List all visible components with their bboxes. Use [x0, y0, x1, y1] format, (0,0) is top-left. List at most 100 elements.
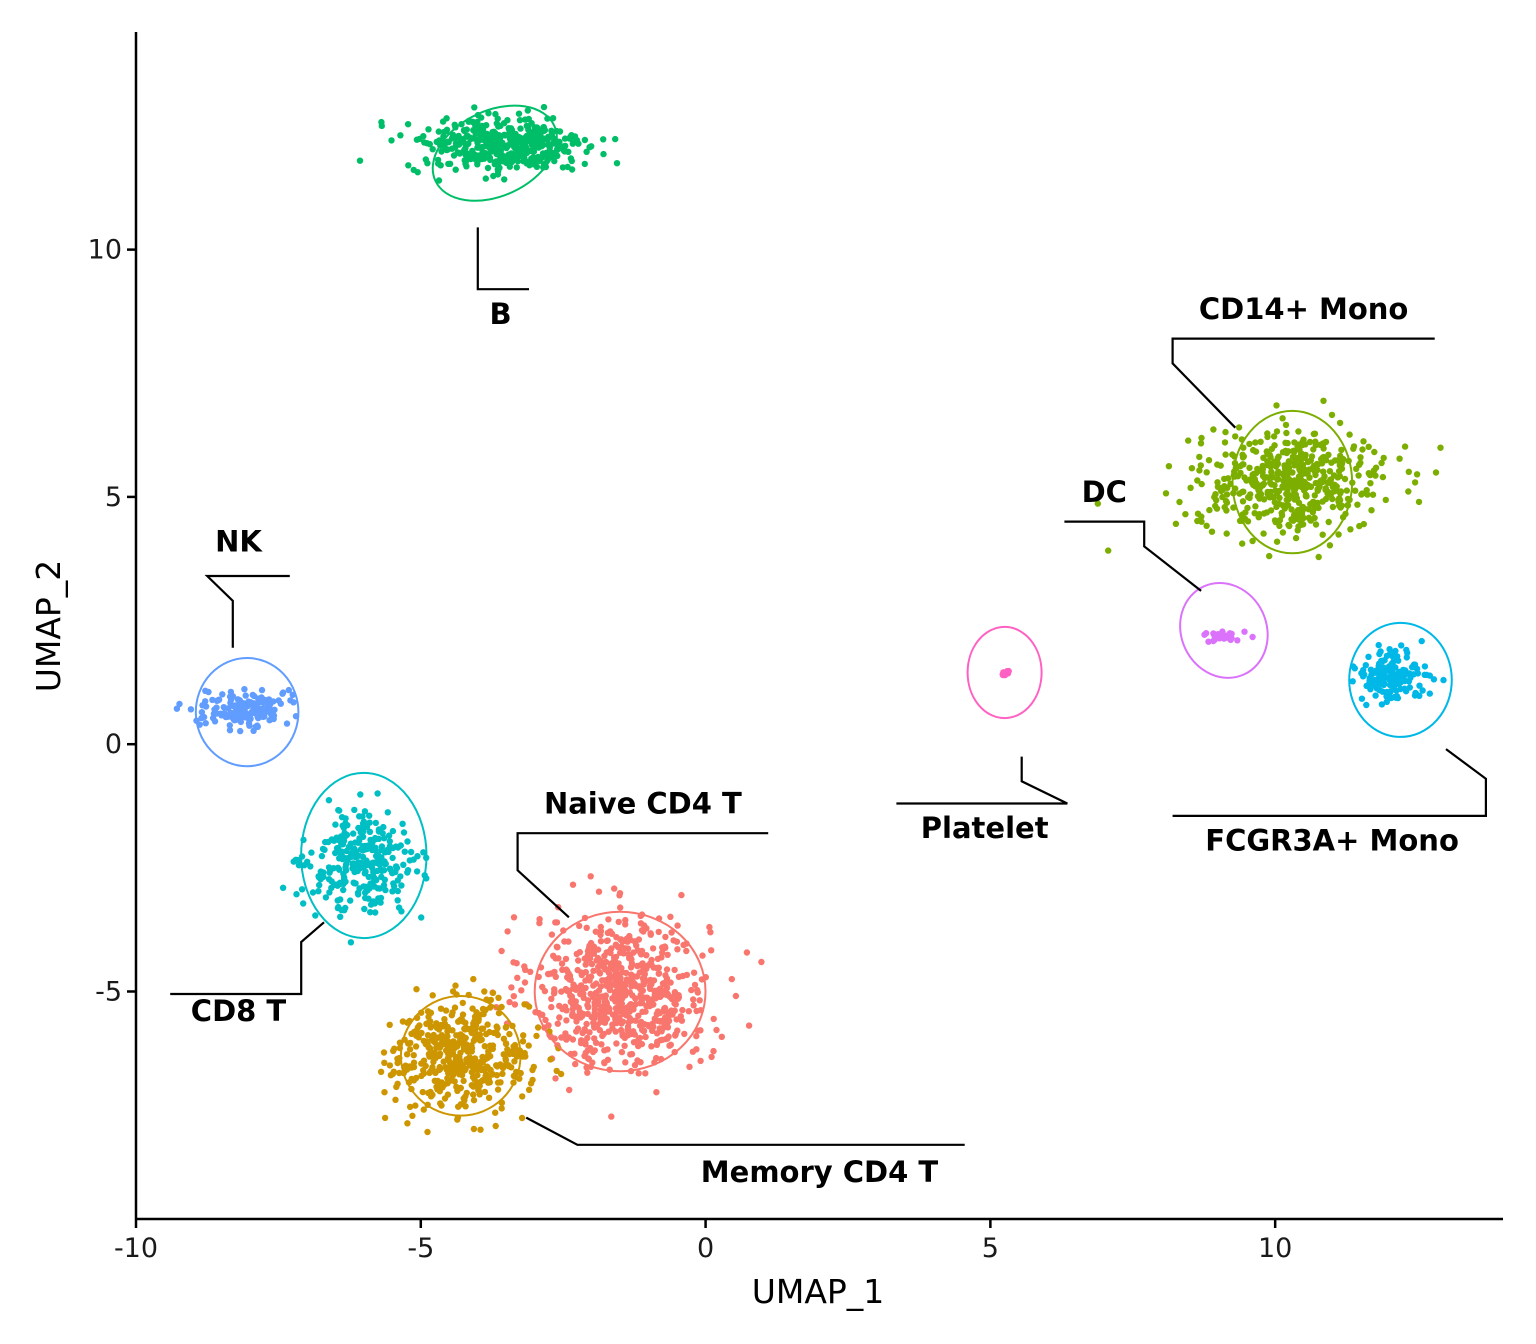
- point-memory-cd4-t: [436, 1063, 443, 1071]
- point-fcgr3a-mono: [1386, 681, 1394, 689]
- point-cd14-mono: [1246, 476, 1254, 483]
- point-naive-cd4-t: [504, 928, 511, 935]
- point-naive-cd4-t: [579, 1010, 587, 1017]
- point-cd14-mono: [1299, 467, 1306, 474]
- point-naive-cd4-t: [710, 1015, 717, 1023]
- point-cd8-t: [389, 827, 397, 835]
- ellipse-platelet: [966, 625, 1043, 720]
- point-naive-cd4-t: [638, 994, 645, 1001]
- point-naive-cd4-t: [672, 1030, 679, 1038]
- point-nk: [244, 714, 251, 721]
- point-memory-cd4-t: [533, 1032, 540, 1040]
- point-cd8-t: [386, 843, 394, 850]
- point-b: [500, 158, 507, 165]
- point-cd14-mono: [1249, 537, 1256, 545]
- point-fcgr3a-mono: [1385, 690, 1393, 697]
- point-memory-cd4-t: [424, 1008, 432, 1015]
- point-nk: [245, 698, 252, 705]
- point-naive-cd4-t: [569, 1010, 576, 1017]
- point-cd8-t: [317, 868, 324, 875]
- point-naive-cd4-t: [552, 973, 559, 980]
- point-b: [495, 123, 502, 130]
- point-cd14-mono: [1283, 429, 1290, 437]
- point-naive-cd4-t: [592, 1039, 600, 1047]
- point-naive-cd4-t: [601, 1059, 608, 1067]
- point-cd14-mono: [1346, 431, 1353, 438]
- point-cd8-t: [374, 790, 381, 797]
- point-naive-cd4-t: [548, 995, 555, 1002]
- point-nk: [173, 705, 181, 712]
- point-naive-cd4-t: [637, 950, 644, 957]
- point-fcgr3a-mono: [1362, 662, 1370, 669]
- point-b: [504, 152, 511, 159]
- point-cd14-mono: [1309, 509, 1317, 516]
- ellipse-cd14-mono: [1231, 409, 1354, 555]
- point-naive-cd4-t: [583, 924, 590, 931]
- point-b: [531, 124, 538, 131]
- point-naive-cd4-t: [584, 1069, 591, 1076]
- point-cd8-t: [386, 865, 394, 872]
- point-naive-cd4-t: [605, 916, 612, 923]
- point-naive-cd4-t: [678, 891, 685, 899]
- point-b: [420, 133, 427, 140]
- point-cd14-mono: [1319, 498, 1326, 505]
- points-layer: [173, 103, 1447, 1136]
- point-cd8-t: [398, 882, 405, 889]
- point-memory-cd4-t: [482, 1072, 489, 1080]
- point-nk: [240, 708, 247, 716]
- point-memory-cd4-t: [450, 1038, 457, 1045]
- point-cd14-mono: [1341, 475, 1349, 483]
- point-cd8-t: [366, 828, 374, 835]
- point-cd14-mono: [1357, 454, 1364, 461]
- point-naive-cd4-t: [660, 987, 667, 995]
- point-cd14-mono: [1198, 480, 1205, 488]
- point-naive-cd4-t: [651, 1015, 658, 1022]
- point-fcgr3a-mono: [1363, 701, 1370, 709]
- point-memory-cd4-t: [472, 1025, 479, 1033]
- point-cd14-mono: [1187, 484, 1194, 491]
- cluster-memory-cd4-t-points: [377, 975, 565, 1136]
- point-memory-cd4-t: [377, 1068, 385, 1076]
- point-memory-cd4-t: [449, 988, 457, 995]
- point-naive-cd4-t: [606, 1005, 613, 1013]
- point-naive-cd4-t: [551, 986, 558, 993]
- point-cd14-mono: [1185, 437, 1192, 444]
- point-memory-cd4-t: [475, 1016, 482, 1023]
- point-memory-cd4-t: [506, 1030, 513, 1038]
- point-cd14-mono: [1176, 498, 1183, 506]
- point-naive-cd4-t: [728, 975, 735, 983]
- point-cd8-t: [334, 897, 341, 904]
- point-naive-cd4-t: [638, 1040, 646, 1048]
- point-naive-cd4-t: [582, 961, 589, 968]
- point-cd8-t: [298, 886, 306, 893]
- point-cd8-t: [343, 847, 350, 855]
- point-b: [568, 157, 575, 165]
- point-memory-cd4-t: [403, 1051, 411, 1058]
- y-tick-label: 10: [88, 235, 122, 266]
- point-cd14-mono: [1214, 461, 1221, 468]
- point-naive-cd4-t: [636, 969, 643, 976]
- point-naive-cd4-t: [561, 1034, 569, 1042]
- point-fcgr3a-mono: [1378, 681, 1386, 688]
- point-cd14-mono: [1319, 531, 1326, 538]
- point-memory-cd4-t: [434, 1042, 441, 1050]
- point-naive-cd4-t: [587, 873, 594, 880]
- point-cd8-t: [367, 836, 374, 844]
- point-cd8-t: [374, 867, 381, 875]
- point-memory-cd4-t: [467, 1062, 475, 1070]
- point-naive-cd4-t: [595, 997, 602, 1004]
- point-cd14-mono: [1313, 460, 1321, 468]
- point-memory-cd4-t: [555, 1045, 562, 1052]
- point-naive-cd4-t: [649, 945, 657, 952]
- point-b: [429, 146, 436, 153]
- point-naive-cd4-t: [663, 966, 671, 973]
- point-fcgr3a-mono: [1376, 686, 1383, 693]
- point-memory-cd4-t: [482, 1055, 489, 1063]
- point-naive-cd4-t: [670, 995, 677, 1002]
- point-nk: [198, 709, 206, 716]
- point-cd8-t: [347, 897, 354, 904]
- point-memory-cd4-t: [424, 1032, 432, 1039]
- point-nk: [269, 710, 276, 718]
- point-b: [477, 136, 484, 143]
- point-naive-cd4-t: [732, 992, 740, 1000]
